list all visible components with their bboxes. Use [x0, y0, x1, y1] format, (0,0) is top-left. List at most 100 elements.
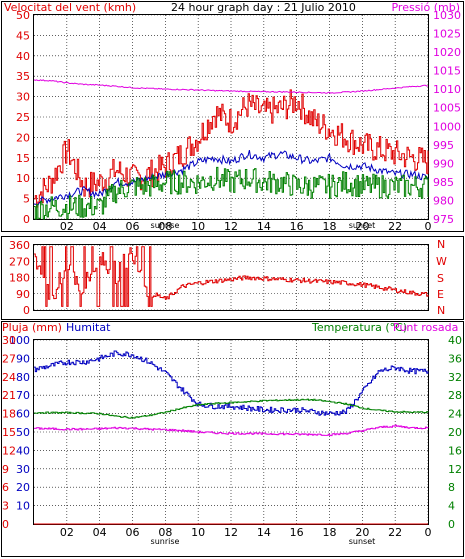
hour-tick-label: 12	[224, 526, 238, 539]
dir-label-w: W	[436, 255, 447, 268]
hour-tick-label: 14	[257, 220, 271, 233]
hour-tick-label: 12	[224, 220, 238, 233]
pressure-tick-label: 975	[433, 213, 454, 226]
pressure-tick-label: 1030	[433, 9, 461, 22]
middle-panel-frame	[1, 236, 464, 320]
pressure-tick-label: 1010	[433, 83, 461, 96]
hour-tick-label: 02	[60, 526, 74, 539]
temperature-tick-label: 12	[448, 463, 462, 476]
temperature-tick-label: 32	[448, 371, 462, 384]
top-sunset-label: sunset	[349, 221, 376, 230]
humidity-tick-label: 20	[16, 481, 30, 494]
bottom-sunrise-label: sunrise	[151, 537, 180, 546]
humidity-tick-label: 40	[16, 444, 30, 457]
dewpoint-axis-title: Punt rosada	[393, 321, 458, 334]
pressure-tick-label: 1005	[433, 102, 461, 115]
hour-tick-label: 08	[158, 220, 172, 233]
wind-axis-title: Velocitat del vent (kmh)	[4, 1, 136, 14]
hour-tick-label: 02	[60, 220, 74, 233]
temperature-tick-label: 24	[448, 408, 462, 421]
hour-tick-label: 0	[425, 526, 432, 539]
hour-tick-label: 20	[355, 526, 369, 539]
temperature-tick-label: 4	[448, 500, 455, 513]
pressure-tick-label: 1015	[433, 65, 461, 78]
rain-tick-label: 18	[2, 408, 16, 421]
gust-line	[34, 89, 429, 208]
hour-tick-label: 06	[126, 220, 140, 233]
hour-tick-label: 10	[191, 220, 205, 233]
rain-tick-label: 24	[2, 371, 16, 384]
rain-tick-label: 0	[2, 518, 9, 531]
hour-tick-label: 18	[323, 220, 337, 233]
humidity-tick-label: 30	[16, 463, 30, 476]
humidity-tick-label: 50	[16, 426, 30, 439]
hour-tick-label: 06	[126, 526, 140, 539]
dir-tick-label: 360	[9, 239, 30, 252]
bottom-sunset-label: sunset	[349, 537, 376, 546]
humidity-tick-label: 80	[16, 371, 30, 384]
rain-tick-label: 3	[2, 500, 9, 513]
rain-tick-label: 9	[2, 463, 9, 476]
bottom-panel-frame	[1, 321, 464, 557]
hour-tick-label: 18	[323, 526, 337, 539]
top-plot-area	[33, 14, 429, 220]
wind-tick-label: 25	[16, 111, 30, 124]
wind-tick-label: 50	[16, 9, 30, 22]
hour-tick-label: 10	[191, 526, 205, 539]
top-sunrise-label: sunrise	[151, 221, 180, 230]
humidity-tick-label: 100	[9, 334, 30, 347]
hour-tick-label: 04	[93, 526, 107, 539]
chart-title: 24 hour graph day : 21 Julio 2010	[171, 1, 356, 14]
hour-tick-label: 14	[257, 526, 271, 539]
dir-label-s: S	[437, 272, 444, 285]
dewpoint-line	[34, 424, 429, 437]
rain-tick-label: 27	[2, 352, 16, 365]
temperature-tick-label: 40	[448, 334, 462, 347]
pressure-tick-label: 1000	[433, 120, 461, 133]
temperature-tick-label: 28	[448, 389, 462, 402]
temperature-tick-label: 16	[448, 444, 462, 457]
wind-tick-label: 20	[16, 131, 30, 144]
hour-tick-label: 22	[388, 526, 402, 539]
pressure-tick-label: 1025	[433, 28, 461, 41]
humidity-axis-title: Humitat	[66, 321, 111, 334]
humidity-tick-label: 70	[16, 389, 30, 402]
wind-tick-label: 30	[16, 91, 30, 104]
rain-tick-label: 30	[2, 334, 16, 347]
pressure-tick-label: 1020	[433, 46, 461, 59]
wind-line	[33, 149, 429, 207]
temperature-tick-label: 20	[448, 426, 462, 439]
dir-label-e: E	[437, 288, 444, 301]
humidity-line	[34, 350, 429, 416]
wind-tick-label: 40	[16, 50, 30, 63]
wind-tick-label: 35	[16, 70, 30, 83]
rain-tick-label: 15	[2, 426, 16, 439]
pressure-tick-label: 990	[433, 157, 454, 170]
rain-tick-label: 6	[2, 481, 9, 494]
humidity-tick-label: 60	[16, 408, 30, 421]
hour-tick-label: 04	[93, 220, 107, 233]
dir-tick-label: 180	[9, 272, 30, 285]
temperature-tick-label: 36	[448, 352, 462, 365]
humidity-tick-label: 90	[16, 352, 30, 365]
top-panel-frame	[1, 1, 464, 232]
pressure-line	[33, 79, 428, 94]
hour-tick-label: 20	[355, 220, 369, 233]
middle-plot-area	[33, 244, 429, 311]
wind-tick-label: 15	[16, 152, 30, 165]
wind-tick-label: 10	[16, 172, 30, 185]
hour-tick-label: 16	[290, 526, 304, 539]
avg-wind-line	[34, 166, 429, 220]
pressure-tick-label: 980	[433, 194, 454, 207]
rain-tick-label: 21	[2, 389, 16, 402]
dir-tick-label: 90	[16, 288, 30, 301]
temperature-axis-title: Temperatura (°C)	[311, 321, 407, 334]
humidity-tick-label: 10	[16, 500, 30, 513]
rain-tick-label: 12	[2, 444, 16, 457]
hour-tick-label: 22	[388, 220, 402, 233]
dir-tick-label: 0	[23, 304, 30, 317]
direction-line	[34, 246, 429, 307]
pressure-tick-label: 985	[433, 176, 454, 189]
